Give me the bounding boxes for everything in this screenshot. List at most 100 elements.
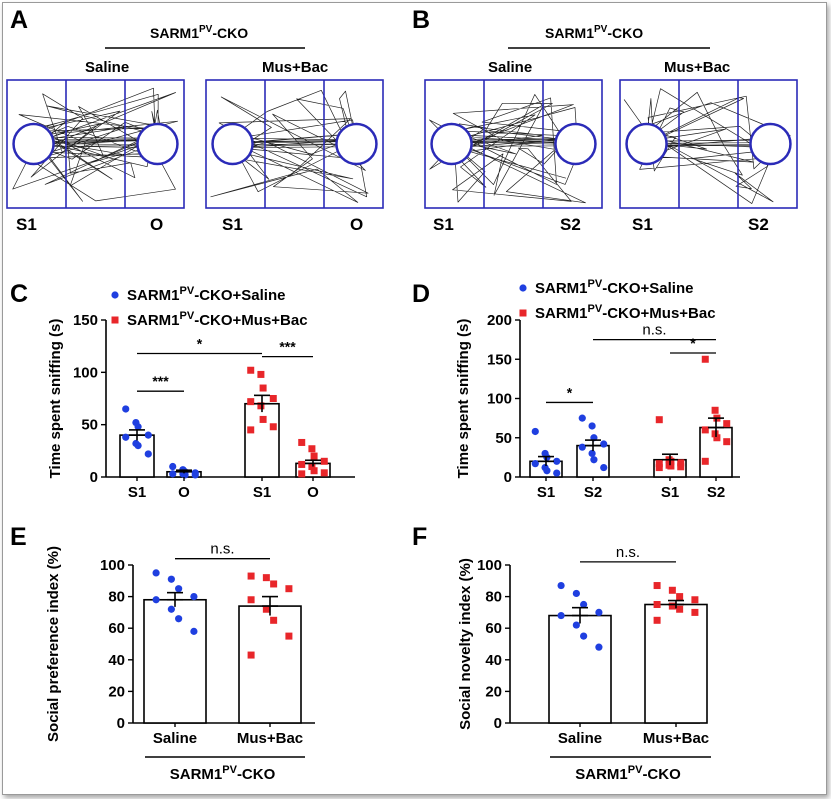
data-point bbox=[668, 602, 676, 610]
data-point bbox=[259, 384, 267, 392]
data-point bbox=[122, 405, 130, 413]
data-point bbox=[667, 462, 675, 470]
data-point bbox=[262, 574, 270, 582]
data-point bbox=[588, 449, 596, 458]
y-tick-label: 0 bbox=[494, 715, 502, 732]
data-point bbox=[667, 457, 675, 465]
data-point bbox=[175, 615, 183, 623]
mouse-track bbox=[429, 94, 586, 204]
panel-b-group-label-saline: Saline bbox=[488, 59, 532, 76]
legend-marker bbox=[111, 316, 119, 324]
significance-label: n.s. bbox=[616, 544, 640, 561]
data-point bbox=[152, 569, 160, 577]
data-point bbox=[298, 438, 306, 446]
mouse-track bbox=[12, 87, 178, 202]
data-point bbox=[262, 605, 270, 613]
data-point bbox=[553, 457, 561, 465]
x-tick-label: Mus+Bac bbox=[237, 730, 303, 747]
y-axis-label: Time spent sniffing (s) bbox=[455, 319, 472, 479]
data-point bbox=[655, 460, 663, 468]
data-point bbox=[269, 395, 277, 402]
panel-b-arena-musbac bbox=[619, 79, 798, 209]
data-point bbox=[668, 586, 676, 594]
data-point bbox=[247, 596, 255, 604]
group-label: SARM1PV-CKO bbox=[170, 764, 276, 783]
y-tick-label: 100 bbox=[73, 364, 98, 381]
data-point bbox=[134, 423, 142, 431]
y-axis-label: Time spent sniffing (s) bbox=[47, 319, 64, 479]
panel-a-label-s1-saline: S1 bbox=[16, 215, 37, 234]
x-tick-label: O bbox=[178, 484, 190, 501]
data-point bbox=[308, 463, 316, 471]
data-point bbox=[257, 402, 265, 410]
chart-d: 0 50 100 150 200 Time spent sniffing (s) S1 S2 S… bbox=[455, 278, 740, 501]
y-tick-label: 80 bbox=[108, 589, 125, 606]
data-point bbox=[653, 601, 661, 608]
bar-0 bbox=[548, 614, 612, 724]
significance-label: n.s. bbox=[642, 322, 666, 339]
y-axis-label: Social preference index (%) bbox=[45, 546, 62, 742]
data-point bbox=[655, 416, 663, 424]
panel-letter-a: A bbox=[10, 6, 28, 34]
data-point bbox=[580, 600, 588, 609]
y-tick-label: 60 bbox=[485, 620, 502, 637]
panel-a-label-s1-musbac: S1 bbox=[222, 215, 243, 234]
data-point bbox=[557, 611, 565, 620]
data-point bbox=[122, 433, 130, 441]
data-point bbox=[723, 420, 731, 428]
data-point bbox=[711, 406, 719, 414]
data-point bbox=[595, 608, 603, 617]
y-tick-label: 0 bbox=[504, 469, 512, 486]
legend-marker bbox=[519, 284, 527, 292]
arena-border bbox=[424, 79, 603, 209]
data-point bbox=[600, 463, 608, 472]
data-point bbox=[691, 596, 699, 604]
panel-a-label-o-saline: O bbox=[150, 215, 163, 234]
data-point bbox=[285, 585, 293, 593]
data-point bbox=[320, 469, 328, 477]
cup-left bbox=[430, 122, 473, 166]
y-tick-label: 100 bbox=[100, 557, 125, 574]
data-point bbox=[308, 445, 316, 453]
y-tick-label: 150 bbox=[487, 351, 512, 368]
data-point bbox=[531, 427, 539, 436]
data-point bbox=[655, 464, 663, 472]
panel-a-genotype-header: SARM1PV-CKO bbox=[150, 24, 248, 41]
panel-b-group-label-musbac: Mus+Bac bbox=[664, 59, 730, 76]
data-point bbox=[190, 593, 198, 601]
bar-1 bbox=[238, 605, 302, 724]
data-point bbox=[595, 643, 603, 651]
data-point bbox=[270, 616, 278, 624]
data-point bbox=[590, 456, 598, 464]
panel-letter-d: D bbox=[412, 280, 430, 308]
bar-2 bbox=[244, 402, 280, 478]
significance-label: * bbox=[197, 335, 203, 351]
arena-border bbox=[205, 79, 384, 209]
data-point bbox=[247, 398, 255, 406]
panel-b-label-s2-musbac: S2 bbox=[748, 215, 769, 234]
panel-a-group-label-musbac: Mus+Bac bbox=[262, 59, 328, 76]
panel-b-genotype-header: SARM1PV-CKO bbox=[545, 24, 643, 41]
x-tick-label: S1 bbox=[253, 484, 271, 501]
data-point bbox=[169, 470, 177, 478]
data-point bbox=[190, 627, 198, 635]
data-point bbox=[269, 423, 277, 431]
y-tick-label: 80 bbox=[485, 589, 502, 606]
data-point bbox=[247, 572, 255, 580]
panel-letter-e: E bbox=[10, 523, 27, 551]
significance-label: * bbox=[567, 384, 573, 400]
data-point bbox=[701, 355, 709, 363]
data-point bbox=[191, 471, 199, 479]
data-point bbox=[701, 457, 709, 465]
data-point bbox=[310, 452, 318, 460]
y-tick-label: 40 bbox=[485, 652, 502, 669]
data-point bbox=[270, 580, 278, 588]
significance-label: *** bbox=[279, 339, 296, 355]
panel-letter-f: F bbox=[412, 523, 427, 551]
x-tick-label: S1 bbox=[128, 484, 146, 501]
data-point bbox=[247, 426, 255, 434]
cup-right bbox=[335, 122, 378, 166]
cup-left bbox=[211, 122, 254, 166]
